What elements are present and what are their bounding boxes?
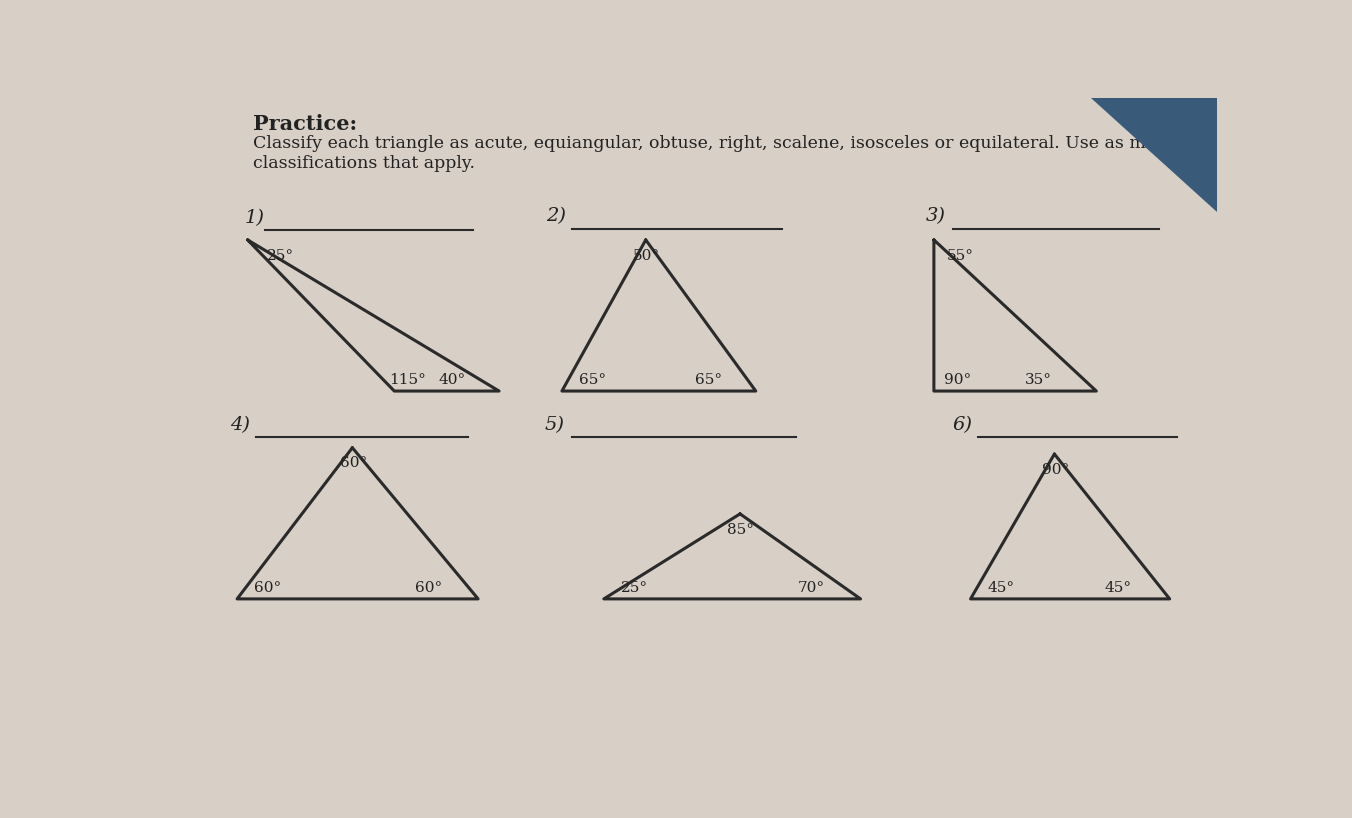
Text: 90°: 90° bbox=[1042, 463, 1069, 477]
Text: Practice:: Practice: bbox=[253, 114, 357, 134]
Text: 55°: 55° bbox=[946, 249, 973, 263]
Text: classifications that apply.: classifications that apply. bbox=[253, 155, 475, 172]
Text: 70°: 70° bbox=[798, 581, 825, 595]
Text: 50°: 50° bbox=[633, 249, 660, 263]
Text: 1): 1) bbox=[245, 209, 265, 227]
Text: 90°: 90° bbox=[944, 373, 972, 387]
Text: 60°: 60° bbox=[254, 581, 281, 595]
Text: 3): 3) bbox=[926, 208, 945, 226]
Text: 115°: 115° bbox=[389, 373, 426, 387]
Text: Classify each triangle as acute, equiangular, obtuse, right, scalene, isosceles : Classify each triangle as acute, equiang… bbox=[253, 135, 1178, 151]
Text: 45°: 45° bbox=[1105, 581, 1132, 595]
Text: 65°: 65° bbox=[695, 373, 722, 387]
Text: 6): 6) bbox=[953, 416, 972, 434]
Text: 45°: 45° bbox=[987, 581, 1014, 595]
Text: 5): 5) bbox=[544, 416, 564, 434]
Text: 60°: 60° bbox=[415, 581, 442, 595]
Text: 60°: 60° bbox=[339, 456, 366, 470]
Text: 2): 2) bbox=[546, 208, 566, 226]
Text: 40°: 40° bbox=[438, 373, 465, 387]
Text: 65°: 65° bbox=[579, 373, 606, 387]
Polygon shape bbox=[1091, 98, 1217, 212]
Text: 35°: 35° bbox=[1025, 373, 1052, 387]
Text: 85°: 85° bbox=[727, 523, 754, 537]
Text: 4): 4) bbox=[230, 416, 250, 434]
Text: 25°: 25° bbox=[621, 581, 648, 595]
Text: 25°: 25° bbox=[266, 249, 293, 263]
